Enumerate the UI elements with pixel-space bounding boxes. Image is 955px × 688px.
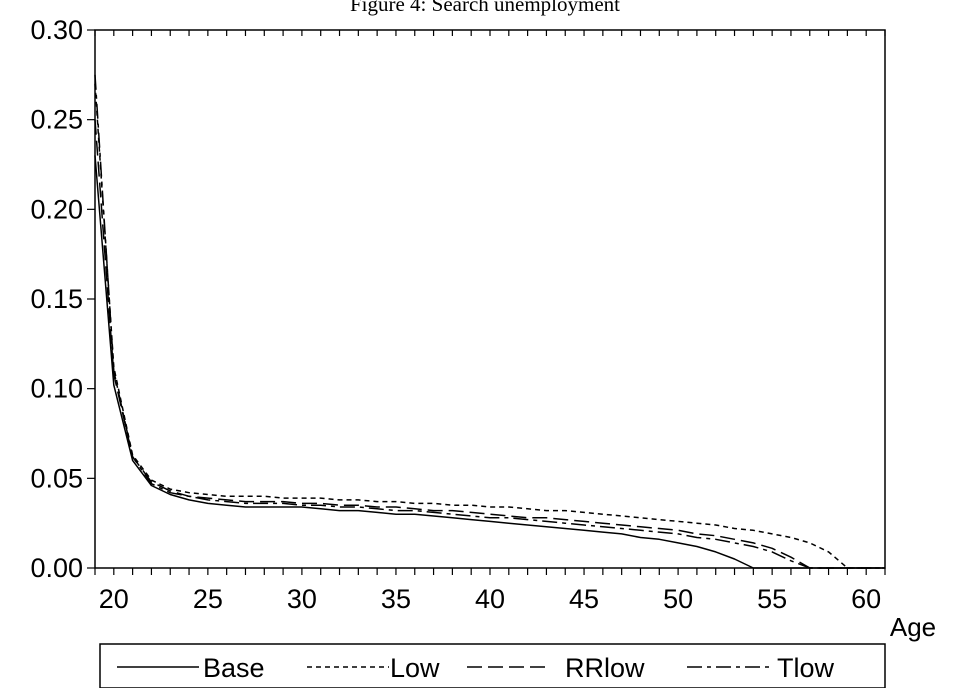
y-tick-label: 0.05 bbox=[30, 463, 83, 493]
y-tick-label: 0.20 bbox=[30, 194, 83, 224]
y-tick-label: 0.00 bbox=[30, 553, 83, 583]
legend-label-base: Base bbox=[203, 653, 265, 683]
x-axis-label: Age bbox=[890, 612, 936, 642]
legend-label-low: Low bbox=[390, 653, 440, 683]
y-axis: 0.00 0.05 0.10 0.15 0.20 0.25 0.30 bbox=[30, 15, 95, 583]
x-tick-label: 35 bbox=[381, 584, 411, 614]
x-tick-label: 55 bbox=[757, 584, 787, 614]
x-tick-label: 60 bbox=[851, 584, 881, 614]
series-lines bbox=[94, 74, 885, 569]
x-tick-label: 30 bbox=[287, 584, 317, 614]
x-tick-label: 20 bbox=[99, 584, 129, 614]
y-tick-label: 0.10 bbox=[30, 374, 83, 404]
series-line-rrlow bbox=[94, 119, 885, 569]
legend: Base Low RRlow Tlow bbox=[99, 643, 886, 688]
plot-frame bbox=[94, 29, 886, 569]
series-line-base bbox=[94, 155, 885, 569]
y-tick-label: 0.30 bbox=[30, 15, 83, 45]
chart-title: Figure 4: Search unemployment bbox=[350, 0, 620, 16]
x-tick-label: 50 bbox=[663, 584, 693, 614]
x-tick-label: 25 bbox=[193, 584, 223, 614]
series-line-low bbox=[94, 83, 885, 569]
x-tick-label: 45 bbox=[569, 584, 599, 614]
y-tick-label: 0.15 bbox=[30, 284, 83, 314]
legend-label-rrlow: RRlow bbox=[565, 653, 645, 683]
series-line-tlow bbox=[94, 74, 885, 569]
legend-label-tlow: Tlow bbox=[777, 653, 835, 683]
x-tick-label: 40 bbox=[475, 584, 505, 614]
plot-border bbox=[94, 29, 886, 569]
legend-box bbox=[99, 643, 886, 688]
x-axis: 20 25 30 35 40 45 50 55 60 bbox=[94, 30, 886, 614]
y-tick-label: 0.25 bbox=[30, 105, 83, 135]
